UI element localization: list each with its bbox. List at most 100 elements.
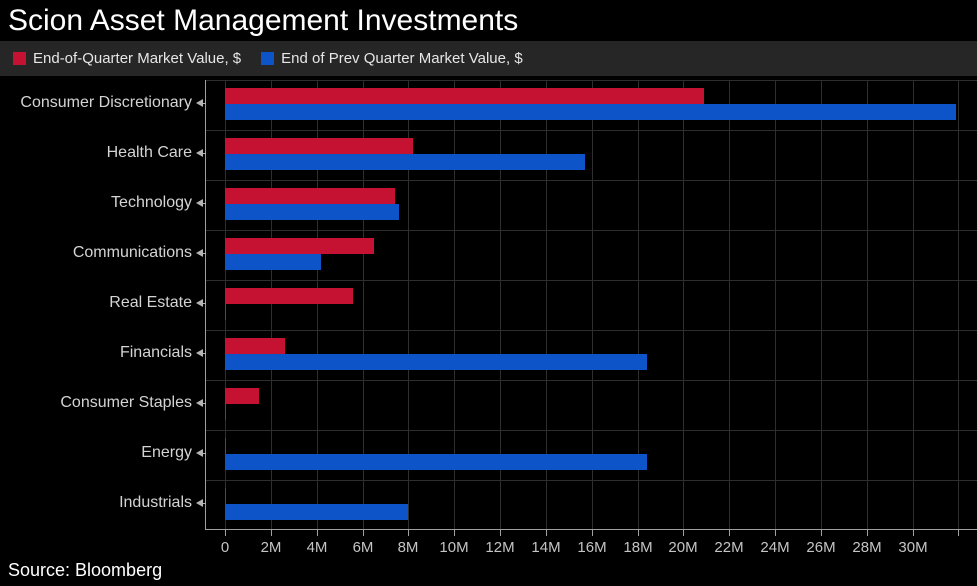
category-label: Industrials <box>119 494 192 511</box>
x-axis-tick <box>729 530 730 536</box>
x-axis-tick <box>638 530 639 536</box>
x-axis-tick-label: 14M <box>531 539 561 556</box>
x-axis-tick-label: 22M <box>714 539 744 556</box>
x-axis-tick <box>683 530 684 536</box>
bar-end-of-quarter-0 <box>225 88 704 104</box>
gridline-vertical <box>363 80 364 529</box>
gridline-vertical <box>867 80 868 529</box>
x-axis-tick-label: 4M <box>306 539 328 556</box>
x-axis-tick-label: 20M <box>668 539 698 556</box>
bar-end-of-quarter-8 <box>225 488 226 504</box>
category-tick-line <box>202 102 206 104</box>
gridline-vertical <box>775 80 776 529</box>
category-label: Health Care <box>106 144 192 161</box>
chart-title: Scion Asset Management Investments <box>8 4 519 37</box>
gridline-horizontal <box>205 180 977 181</box>
category-label: Consumer Staples <box>60 394 192 411</box>
x-axis-tick <box>500 530 501 536</box>
bar-prev-quarter-1 <box>225 154 585 170</box>
x-axis-tick <box>913 530 914 536</box>
x-axis-line <box>205 529 977 530</box>
gridline-vertical <box>500 80 501 529</box>
category-tick-line <box>202 202 206 204</box>
bar-prev-quarter-8 <box>225 504 408 520</box>
source-label: Source: Bloomberg <box>8 560 163 580</box>
x-axis-tick <box>821 530 822 536</box>
x-axis-tick-label: 28M <box>852 539 882 556</box>
x-axis-tick <box>592 530 593 536</box>
category-tick-line <box>202 402 206 404</box>
legend-label-prev-quarter: End of Prev Quarter Market Value, $ <box>281 50 523 67</box>
x-axis-tick-label: 24M <box>760 539 790 556</box>
gridline-vertical <box>454 80 455 529</box>
gridline-horizontal <box>205 130 977 131</box>
gridline-vertical <box>271 80 272 529</box>
legend-swatch-blue <box>261 52 275 65</box>
bar-prev-quarter-0 <box>225 104 956 120</box>
category-tick-line <box>202 302 206 304</box>
category-tick-line <box>202 252 206 254</box>
category-label: Energy <box>141 444 192 461</box>
gridline-horizontal <box>205 280 977 281</box>
bar-prev-quarter-4 <box>225 304 226 320</box>
x-axis-tick <box>363 530 364 536</box>
category-tick-line <box>202 502 206 504</box>
category-tick-arrow <box>196 399 203 407</box>
bar-end-of-quarter-1 <box>225 138 413 154</box>
x-axis-tick-label: 6M <box>352 539 374 556</box>
gridline-vertical <box>821 80 822 529</box>
x-axis-tick <box>546 530 547 536</box>
bar-end-of-quarter-7 <box>225 438 226 454</box>
gridline-horizontal <box>205 330 977 331</box>
gridline-horizontal <box>205 80 977 81</box>
category-tick-arrow <box>196 249 203 257</box>
category-label: Real Estate <box>109 294 192 311</box>
x-axis-tick-label: 26M <box>806 539 836 556</box>
x-axis-tick-label: 8M <box>397 539 419 556</box>
category-tick-line <box>202 352 206 354</box>
bar-prev-quarter-3 <box>225 254 321 270</box>
category-tick-arrow <box>196 199 203 207</box>
bar-end-of-quarter-3 <box>225 238 374 254</box>
category-tick-arrow <box>196 449 203 457</box>
category-label: Communications <box>72 244 192 261</box>
bar-end-of-quarter-5 <box>225 338 285 354</box>
x-axis-tick <box>225 530 226 536</box>
category-tick-line <box>202 152 206 154</box>
x-axis-tick-label: 18M <box>623 539 653 556</box>
bar-prev-quarter-5 <box>225 354 647 370</box>
x-axis-tick <box>775 530 776 536</box>
x-axis-tick <box>867 530 868 536</box>
gridline-vertical <box>683 80 684 529</box>
category-tick-line <box>202 452 206 454</box>
gridline-horizontal <box>205 480 977 481</box>
gridline-vertical <box>638 80 639 529</box>
gridline-horizontal <box>205 380 977 381</box>
category-label: Technology <box>111 194 192 211</box>
bar-prev-quarter-6 <box>225 404 226 420</box>
legend-item-prev-quarter: End of Prev Quarter Market Value, $ <box>261 50 523 67</box>
x-axis-tick-label: 0 <box>220 539 230 556</box>
gridline-horizontal <box>205 430 977 431</box>
legend-swatch-red <box>13 52 26 65</box>
x-axis-tick <box>271 530 272 536</box>
category-tick-arrow <box>196 499 203 507</box>
x-axis-tick <box>958 530 959 536</box>
legend-item-end-of-quarter: End-of-Quarter Market Value, $ <box>13 50 241 67</box>
bar-prev-quarter-2 <box>225 204 399 220</box>
category-tick-arrow <box>196 149 203 157</box>
x-axis-tick-label: 10M <box>439 539 469 556</box>
category-label: Financials <box>119 344 192 361</box>
x-axis-tick <box>454 530 455 536</box>
bar-end-of-quarter-4 <box>225 288 353 304</box>
x-axis-tick-label: 30M <box>898 539 928 556</box>
gridline-vertical <box>592 80 593 529</box>
gridline-vertical <box>729 80 730 529</box>
gridline-vertical <box>546 80 547 529</box>
gridline-vertical <box>408 80 409 529</box>
y-axis-line <box>205 80 206 529</box>
bar-end-of-quarter-2 <box>225 188 395 204</box>
x-axis-tick <box>408 530 409 536</box>
